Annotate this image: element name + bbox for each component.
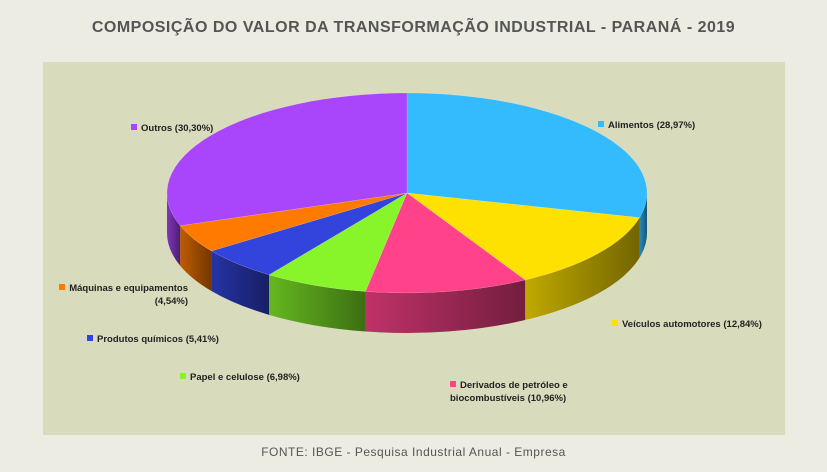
category-label: Veículos automotores	[622, 319, 721, 330]
source-note: FONTE: IBGE - Pesquisa Industrial Anual …	[261, 445, 566, 459]
slice-side	[268, 274, 366, 332]
category-label: Alimentos	[608, 120, 654, 131]
data-label: Produtos químicos (5,41%)	[87, 333, 219, 346]
slice-side	[180, 225, 212, 291]
slice-side	[525, 217, 640, 321]
slice-side	[211, 250, 269, 315]
data-label: Outros (30,30%)	[131, 122, 213, 135]
legend-marker	[180, 373, 186, 379]
value-label: (12,84%)	[723, 319, 762, 330]
slice	[179, 192, 408, 252]
slice-side	[365, 280, 526, 333]
category-label: Outros	[141, 123, 173, 134]
slice	[365, 192, 526, 294]
value-label: (4,54%)	[154, 296, 188, 307]
category-label: Máquinas e equipamentos	[69, 283, 188, 294]
legend-marker	[87, 335, 93, 341]
data-label: Veículos automotores (12,84%)	[612, 318, 762, 331]
legend-marker	[131, 124, 137, 130]
data-label: Papel e celulose (6,98%)	[180, 371, 300, 384]
category-label: Papel e celulose	[190, 372, 264, 383]
category-label: Derivados de petróleo e biocombustíveis	[450, 380, 568, 404]
value-label: (10,96%)	[527, 393, 567, 404]
data-label: Máquinas e equipamentos (4,54%)	[58, 282, 188, 308]
legend-marker	[612, 320, 618, 326]
slice-side	[167, 193, 181, 266]
data-label: Derivados de petróleo e biocombustíveis …	[450, 379, 590, 405]
slice	[268, 192, 408, 292]
slice	[210, 192, 408, 276]
value-label: (28,97%)	[656, 120, 696, 131]
legend-marker	[450, 381, 456, 387]
slice-side	[639, 193, 647, 258]
legend-marker	[598, 121, 604, 127]
slice	[406, 92, 648, 218]
value-label: (5,41%)	[185, 334, 219, 345]
slice	[406, 192, 640, 281]
legend-marker	[59, 284, 66, 290]
value-label: (6,98%)	[266, 372, 300, 383]
slice	[166, 92, 408, 226]
value-label: (30,30%)	[174, 123, 214, 134]
category-label: Produtos químicos	[97, 334, 184, 345]
chart-title: COMPOSIÇÃO DO VALOR DA TRANSFORMAÇÃO IND…	[91, 19, 736, 36]
data-label: Alimentos (28,97%)	[598, 119, 695, 132]
